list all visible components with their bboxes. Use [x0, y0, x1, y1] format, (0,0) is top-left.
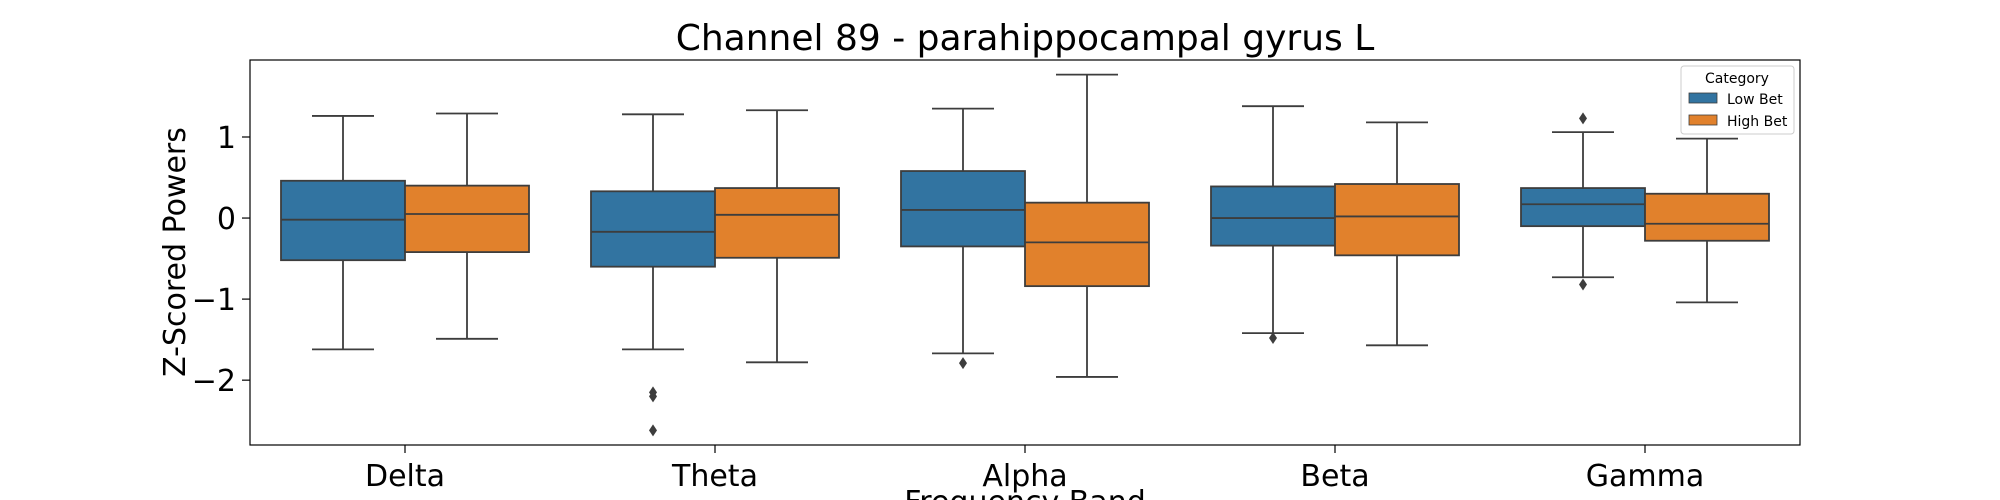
box-body — [714, 187, 840, 259]
x-axis-label: Frequency Band — [904, 485, 1146, 500]
box-body — [404, 184, 530, 253]
x-tick-label: Delta — [365, 459, 445, 494]
box-delta-low-bet — [280, 115, 406, 351]
outlier-point — [1269, 332, 1277, 345]
legend-label-high-bet: High Bet — [1727, 114, 1788, 130]
box-body — [1644, 192, 1770, 242]
box-alpha-low-bet — [900, 107, 1026, 370]
outlier-point — [1579, 278, 1587, 291]
y-axis-ticks: 1 0 −1 −2 — [192, 121, 250, 399]
legend-label-low-bet: Low Bet — [1727, 92, 1783, 108]
box-body — [1334, 183, 1460, 257]
box-groups — [280, 73, 1770, 437]
outlier-point — [959, 357, 967, 370]
legend-swatch-high-bet — [1688, 114, 1718, 126]
box-gamma-low-bet — [1520, 112, 1646, 291]
box-body — [900, 170, 1026, 248]
y-axis-label: Z-Scored Powers — [158, 127, 193, 377]
box-theta-low-bet — [590, 113, 716, 437]
y-tick-label: 0 — [217, 202, 236, 237]
x-axis-ticks: Delta Theta Alpha Beta Gamma — [365, 445, 1704, 494]
legend: Category Low Bet High Bet — [1680, 65, 1795, 135]
legend-title: Category — [1705, 71, 1769, 87]
box-delta-high-bet — [404, 112, 530, 340]
box-body — [1210, 185, 1336, 247]
x-tick-label: Alpha — [982, 459, 1067, 494]
y-tick-label: 1 — [217, 121, 236, 156]
box-body — [1024, 201, 1150, 288]
y-tick-label: −2 — [192, 364, 236, 399]
box-body — [1520, 187, 1646, 228]
y-tick-label: −1 — [192, 283, 236, 318]
chart-title: Channel 89 - parahippocampal gyrus L — [676, 18, 1375, 59]
box-theta-high-bet — [714, 109, 840, 364]
x-tick-label: Beta — [1300, 459, 1369, 494]
legend-swatch-low-bet — [1688, 92, 1718, 104]
x-tick-label: Gamma — [1586, 459, 1704, 494]
box-beta-high-bet — [1334, 121, 1460, 347]
outlier-point — [1579, 112, 1587, 125]
box-alpha-high-bet — [1024, 73, 1150, 378]
outlier-point — [649, 390, 657, 403]
box-beta-low-bet — [1210, 105, 1336, 345]
box-body — [590, 190, 716, 268]
x-tick-label: Theta — [671, 459, 758, 494]
box-gamma-high-bet — [1644, 137, 1770, 304]
outlier-point — [649, 424, 657, 437]
